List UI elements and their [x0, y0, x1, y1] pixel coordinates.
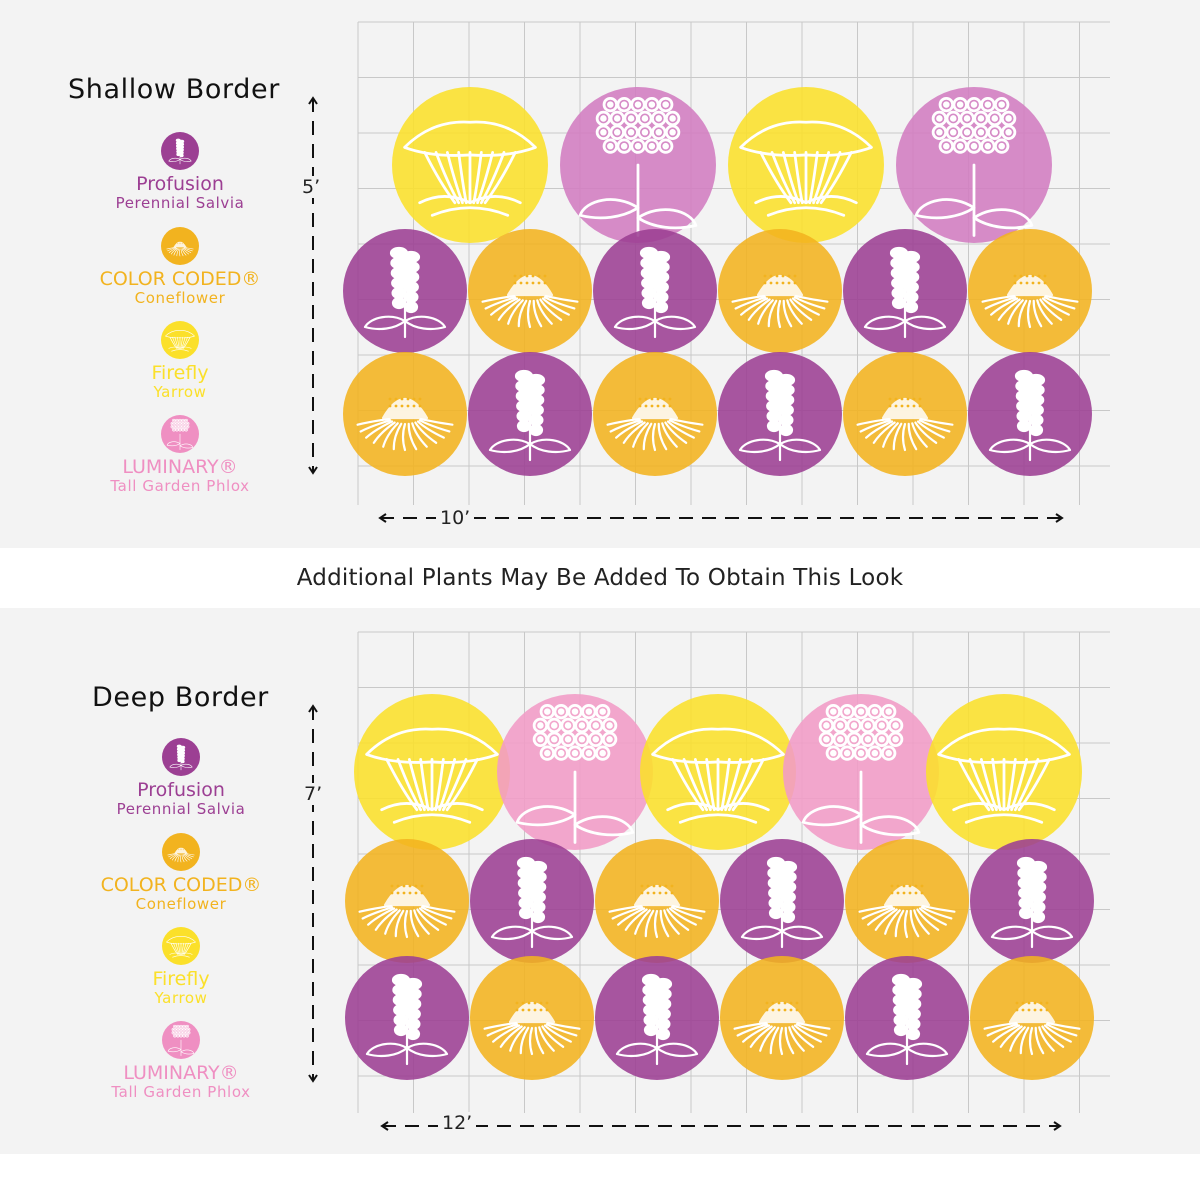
yarrow-icon [161, 321, 199, 359]
width-dimension-line [380, 1121, 1062, 1131]
coneflower-plant [845, 839, 969, 963]
coneflower-plant [718, 229, 842, 353]
yarrow-plant [728, 87, 884, 243]
coneflower-plant [595, 839, 719, 963]
height-dimension-label: 7’ [300, 783, 327, 805]
legend-plant-name: Profusion [136, 173, 224, 195]
coneflower-plant [968, 229, 1092, 353]
legend-item-coneflower: COLOR CODED® Coneflower [70, 227, 290, 307]
salvia-plant [968, 352, 1092, 476]
legend-item-phlox: LUMINARY® Tall Garden Phlox [70, 415, 290, 495]
legend-plant-name: Profusion [137, 779, 225, 801]
salvia-plant [720, 839, 844, 963]
shallow-border-panel: Shallow Border Profusion Perennial Salvia… [0, 0, 1200, 548]
height-dimension-line [308, 704, 318, 1083]
legend-plant-type: Perennial Salvia [115, 194, 245, 212]
legend-plant-type: Yarrow [153, 383, 207, 401]
legend-plant-type: Coneflower [135, 895, 227, 913]
deep-border-panel: Deep Border Profusion Perennial Salvia COL… [0, 608, 1200, 1154]
salvia-plant [845, 956, 969, 1080]
phlox-plant [783, 694, 939, 850]
coneflower-plant [843, 352, 967, 476]
legend-plant-type: Tall Garden Phlox [111, 1083, 251, 1101]
legend-item-yarrow: Firefly Yarrow [71, 927, 291, 1007]
coneflower-icon [162, 833, 200, 871]
coneflower-plant [345, 839, 469, 963]
height-dimension-label: 5’ [298, 176, 325, 198]
height-dimension-line [308, 96, 318, 475]
deep-border-plan [308, 631, 1110, 1131]
salvia-plant [593, 229, 717, 353]
legend-plant-type: Tall Garden Phlox [110, 477, 250, 495]
legend-plant-type: Perennial Salvia [116, 800, 246, 818]
legend-plant-name: COLOR CODED® [99, 268, 261, 290]
salvia-plant [595, 956, 719, 1080]
additional-plants-note: Additional Plants May Be Added To Obtain… [296, 565, 904, 591]
yarrow-icon [162, 927, 200, 965]
panel-title: Deep Border [92, 682, 269, 713]
coneflower-plant [593, 352, 717, 476]
legend-plant-name: COLOR CODED® [100, 874, 262, 896]
coneflower-plant [470, 956, 594, 1080]
salvia-plant [843, 229, 967, 353]
legend-plant-name: Firefly [151, 362, 209, 384]
legend-item-phlox: LUMINARY® Tall Garden Phlox [71, 1021, 291, 1101]
shallow-border-plan [308, 21, 1110, 523]
legend-plant-name: LUMINARY® [123, 1062, 239, 1084]
coneflower-icon [161, 227, 199, 265]
yarrow-plant [392, 87, 548, 243]
width-dimension-line [378, 513, 1064, 523]
legend-item-coneflower: COLOR CODED® Coneflower [71, 833, 291, 913]
width-dimension-label: 12’ [438, 1112, 477, 1134]
yarrow-plant [640, 694, 796, 850]
coneflower-plant [343, 352, 467, 476]
coneflower-plant [468, 229, 592, 353]
legend-plant-type: Coneflower [134, 289, 226, 307]
salvia-plant [718, 352, 842, 476]
salvia-flower-icon [162, 738, 200, 776]
salvia-flower-icon [161, 132, 199, 170]
phlox-icon [161, 415, 199, 453]
salvia-plant [343, 229, 467, 353]
legend-plant-type: Yarrow [154, 989, 208, 1007]
legend-item-salvia: Profusion Perennial Salvia [70, 132, 290, 212]
coneflower-plant [720, 956, 844, 1080]
phlox-icon [162, 1021, 200, 1059]
salvia-plant [970, 839, 1094, 963]
panel-title: Shallow Border [68, 74, 280, 105]
salvia-plant [345, 956, 469, 1080]
legend-item-salvia: Profusion Perennial Salvia [71, 738, 291, 818]
salvia-plant [470, 839, 594, 963]
coneflower-plant [970, 956, 1094, 1080]
phlox-plant [497, 694, 653, 850]
legend-plant-name: Firefly [152, 968, 210, 990]
salvia-plant [468, 352, 592, 476]
phlox-plant [896, 87, 1052, 243]
phlox-plant [560, 87, 716, 243]
legend-plant-name: LUMINARY® [122, 456, 238, 478]
yarrow-plant [926, 694, 1082, 850]
width-dimension-label: 10’ [436, 507, 475, 529]
legend-item-yarrow: Firefly Yarrow [70, 321, 290, 401]
yarrow-plant [354, 694, 510, 850]
